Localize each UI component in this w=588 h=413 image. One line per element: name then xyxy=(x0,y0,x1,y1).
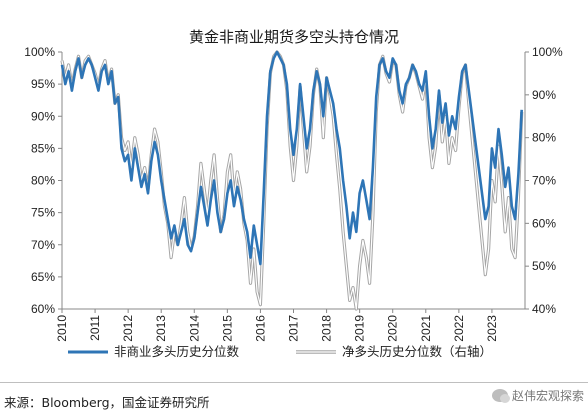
wechat-icon xyxy=(491,389,510,403)
series-line-net-long xyxy=(61,51,523,310)
x-tick-label: 2022 xyxy=(452,315,466,342)
x-tick-label: 2020 xyxy=(386,315,400,342)
y-left-tick-label: 90% xyxy=(31,109,55,123)
chart-legend: 非商业多头历史分位数 净多头历史分位数（右轴） xyxy=(68,344,492,359)
x-tick-label: 2012 xyxy=(121,315,135,342)
x-tick-label: 2021 xyxy=(419,315,433,342)
y-left-tick-label: 65% xyxy=(31,270,55,284)
legend-label-noncommercial-long: 非商业多头历史分位数 xyxy=(114,344,240,359)
y-right-tick-label: 70% xyxy=(532,174,556,188)
watermark-text: 赵伟宏观探索 xyxy=(511,389,584,403)
chart-title: 黄金非商业期货多空头持仓情况 xyxy=(189,28,399,46)
y-right-tick-label: 90% xyxy=(532,88,556,102)
x-tick-label: 2023 xyxy=(485,315,499,342)
y-left-tick-label: 80% xyxy=(31,174,55,188)
watermark: 赵伟宏观探索 xyxy=(491,387,584,404)
y-left-tick-label: 95% xyxy=(31,77,55,91)
footer-divider xyxy=(0,382,588,383)
x-tick-label: 2015 xyxy=(220,315,234,342)
x-tick-label: 2014 xyxy=(187,315,201,342)
y-right-tick-label: 100% xyxy=(532,45,563,59)
x-tick-label: 2016 xyxy=(253,315,267,342)
y-left-tick-label: 60% xyxy=(31,302,55,316)
y-right-tick-label: 60% xyxy=(532,216,556,230)
source-note: 来源：Bloomberg，国金证券研究所 xyxy=(4,395,210,410)
x-tick-label: 2019 xyxy=(353,315,367,342)
y-right-tick-label: 80% xyxy=(532,131,556,145)
legend-label-net-long: 净多头历史分位数（右轴） xyxy=(342,344,492,359)
chart-axes: 100% 95% 90% 85% 80% 75% 70% 65% 60% 100% 90% 80% 70… xyxy=(24,45,563,342)
series-line-noncommercial-long xyxy=(60,50,523,266)
x-tick-label: 2010 xyxy=(55,315,69,342)
y-left-tick-label: 70% xyxy=(31,238,55,252)
y-left-tick-label: 85% xyxy=(31,141,55,155)
y-right-tick-label: 40% xyxy=(532,302,556,316)
y-right-tick-label: 50% xyxy=(532,259,556,273)
chart-series-layer xyxy=(60,50,524,311)
x-tick-label: 2017 xyxy=(287,315,301,342)
x-tick-label: 2018 xyxy=(320,315,334,342)
x-tick-label: 2011 xyxy=(88,315,102,341)
y-left-tick-label: 75% xyxy=(31,206,55,220)
x-tick-label: 2013 xyxy=(154,315,168,342)
y-left-tick-label: 100% xyxy=(24,45,55,59)
